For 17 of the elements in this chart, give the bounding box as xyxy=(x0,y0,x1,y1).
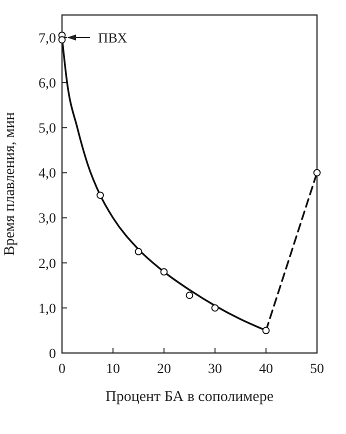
x-tick-label: 0 xyxy=(58,362,66,377)
x-tick-label: 30 xyxy=(208,362,222,377)
annotation: ПВХ xyxy=(98,31,128,46)
y-tick-label: 1,0 xyxy=(38,302,56,317)
y-tick-label: 6,0 xyxy=(38,76,56,92)
y-tick-label: 4,0 xyxy=(38,166,56,182)
y-tick-label: 0 xyxy=(49,346,56,362)
x-tick-label: 10 xyxy=(106,362,120,377)
x-tick-label: 20 xyxy=(157,362,171,377)
y-axis-title: Время плавления, мин xyxy=(2,112,18,256)
x-axis-title: Процент БА в сополимере xyxy=(106,389,274,405)
y-tick-label: 7,0 xyxy=(38,31,56,46)
y-tick-label: 5,0 xyxy=(38,122,56,137)
x-tick-label: 40 xyxy=(259,362,273,377)
x-tick-label: 50 xyxy=(310,362,324,377)
y-tick-label: 3,0 xyxy=(38,212,56,227)
y-tick-label: 2,0 xyxy=(38,256,56,272)
